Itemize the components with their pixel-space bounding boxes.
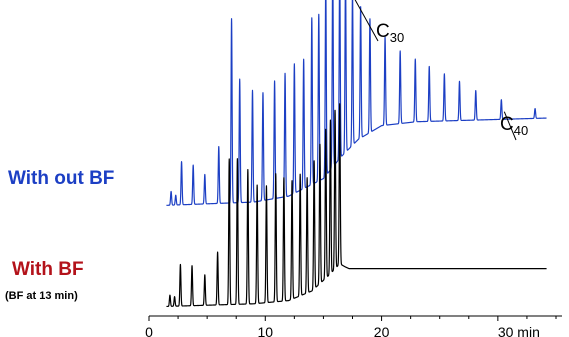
annotation-c30-base: C	[376, 21, 390, 42]
trace-with-bf	[165, 103, 548, 308]
series-label-with-bf: With BF	[12, 259, 84, 280]
annotation-c40: C40	[500, 114, 528, 138]
annotation-c40-base: C	[500, 114, 514, 135]
annotation-leader-c30	[354, 0, 379, 42]
annotation-leaders	[354, 0, 517, 141]
annotation-c30-sub: 30	[389, 30, 405, 45]
series-label-without-bf: With out BF	[8, 168, 115, 189]
annotation-c30: C30	[376, 21, 404, 45]
x-tick-label: 0	[145, 324, 153, 337]
series-note-bf-time: (BF at 13 min)	[5, 290, 78, 302]
traces-group	[165, 0, 548, 308]
x-tick-label: 20	[374, 324, 390, 337]
annotation-c40-sub: 40	[513, 123, 529, 138]
annotation-leader-c40	[503, 111, 517, 141]
x-tick-label: 10	[257, 324, 273, 337]
x-axis: 0 10 20 30 min	[145, 315, 562, 337]
x-tick-label: 30 min	[498, 324, 540, 337]
trace-without-bf	[165, 0, 548, 206]
